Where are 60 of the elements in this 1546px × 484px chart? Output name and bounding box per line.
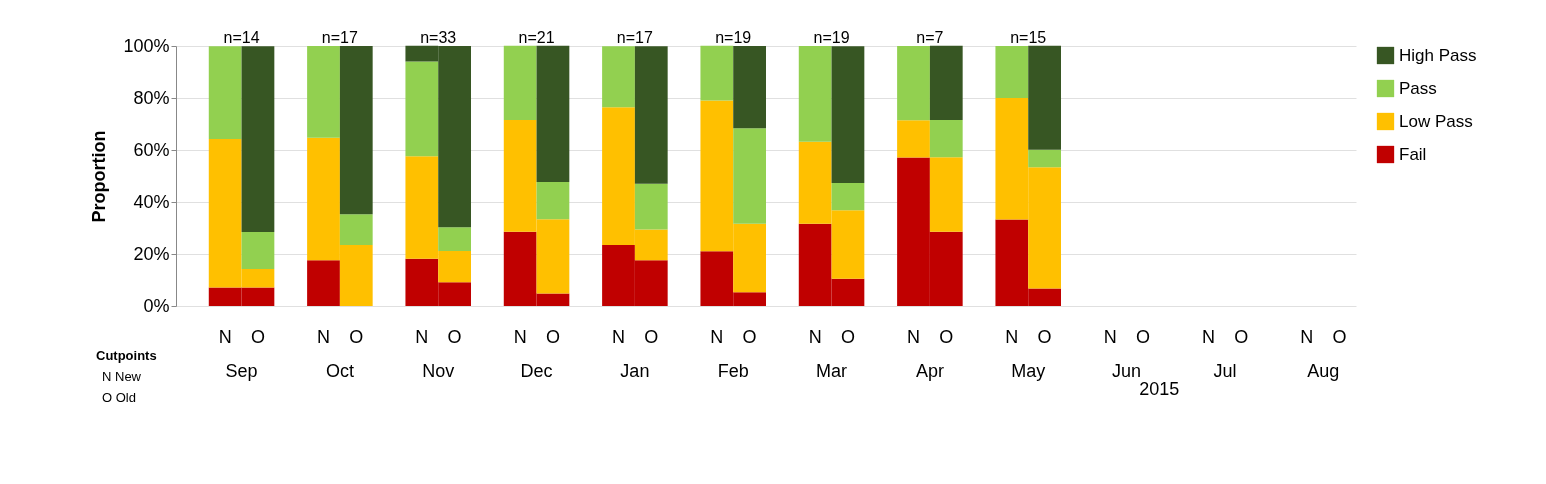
y-axis-title: Proportion xyxy=(89,130,110,223)
x-tick-label: N xyxy=(513,326,527,347)
x-tick-label: N xyxy=(808,326,822,347)
text: Oct xyxy=(325,361,354,381)
x-tick-label: N xyxy=(710,326,724,347)
text: 2015 xyxy=(1139,379,1180,399)
x-tick-label: O xyxy=(939,326,954,347)
x-tick-label: N xyxy=(907,326,920,347)
x-tick-label: N xyxy=(612,326,625,347)
x-tick-label: N xyxy=(1202,326,1215,347)
text: Dec xyxy=(520,361,553,381)
y-tick-label: 0% xyxy=(143,295,170,316)
text: n=19 xyxy=(715,29,752,46)
legend-label: Pass xyxy=(1399,78,1437,98)
x-tick-label: N xyxy=(1103,326,1117,347)
y-tick-label: 60% xyxy=(133,139,170,160)
x-tick-label: O xyxy=(349,326,364,347)
text: N New xyxy=(102,369,142,384)
x-tick-label: N xyxy=(415,326,429,347)
text: Aug xyxy=(1307,361,1340,381)
text: Sep xyxy=(225,361,258,381)
x-tick-label: O xyxy=(447,326,462,347)
x-tick-label: O xyxy=(250,326,265,347)
x-tick-label: O xyxy=(1234,326,1249,347)
text: n=21 xyxy=(518,29,555,46)
text: n=33 xyxy=(420,29,457,46)
text: O Old xyxy=(102,390,136,405)
x-tick-label: O xyxy=(742,326,757,347)
text: Nov xyxy=(422,361,455,381)
x-tick-label: N xyxy=(218,326,232,347)
y-tick-label: 40% xyxy=(133,191,170,212)
text: Jan xyxy=(620,361,650,381)
y-tick-label: 100% xyxy=(123,35,170,56)
y-tick-label: 20% xyxy=(133,243,170,264)
text: Jun xyxy=(1112,361,1142,381)
x-tick-label: N xyxy=(1005,326,1019,347)
text: n=15 xyxy=(1010,29,1047,46)
text: Apr xyxy=(915,361,944,381)
y-tick-label: 80% xyxy=(133,87,170,108)
legend-label: Low Pass xyxy=(1399,111,1473,131)
text: n=14 xyxy=(223,29,260,46)
x-tick-label: O xyxy=(1332,326,1347,347)
text: n=19 xyxy=(813,29,850,46)
text: n=17 xyxy=(321,29,359,46)
x-tick-label: N xyxy=(1300,326,1314,347)
x-tick-label: O xyxy=(545,326,560,347)
x-tick-label: N xyxy=(317,326,330,347)
text: n=7 xyxy=(916,29,944,46)
x-tick-label: O xyxy=(1037,326,1052,347)
text: Mar xyxy=(816,361,848,381)
text: Feb xyxy=(717,361,749,381)
x-tick-label: O xyxy=(840,326,855,347)
text: Cutpoints xyxy=(96,348,157,363)
x-tick-label: O xyxy=(1135,326,1150,347)
text: Jul xyxy=(1213,361,1237,381)
text: May xyxy=(1011,361,1046,381)
text: n=17 xyxy=(616,29,654,46)
legend-label: Fail xyxy=(1399,144,1427,164)
x-tick-label: O xyxy=(644,326,659,347)
legend-label: High Pass xyxy=(1399,45,1477,65)
